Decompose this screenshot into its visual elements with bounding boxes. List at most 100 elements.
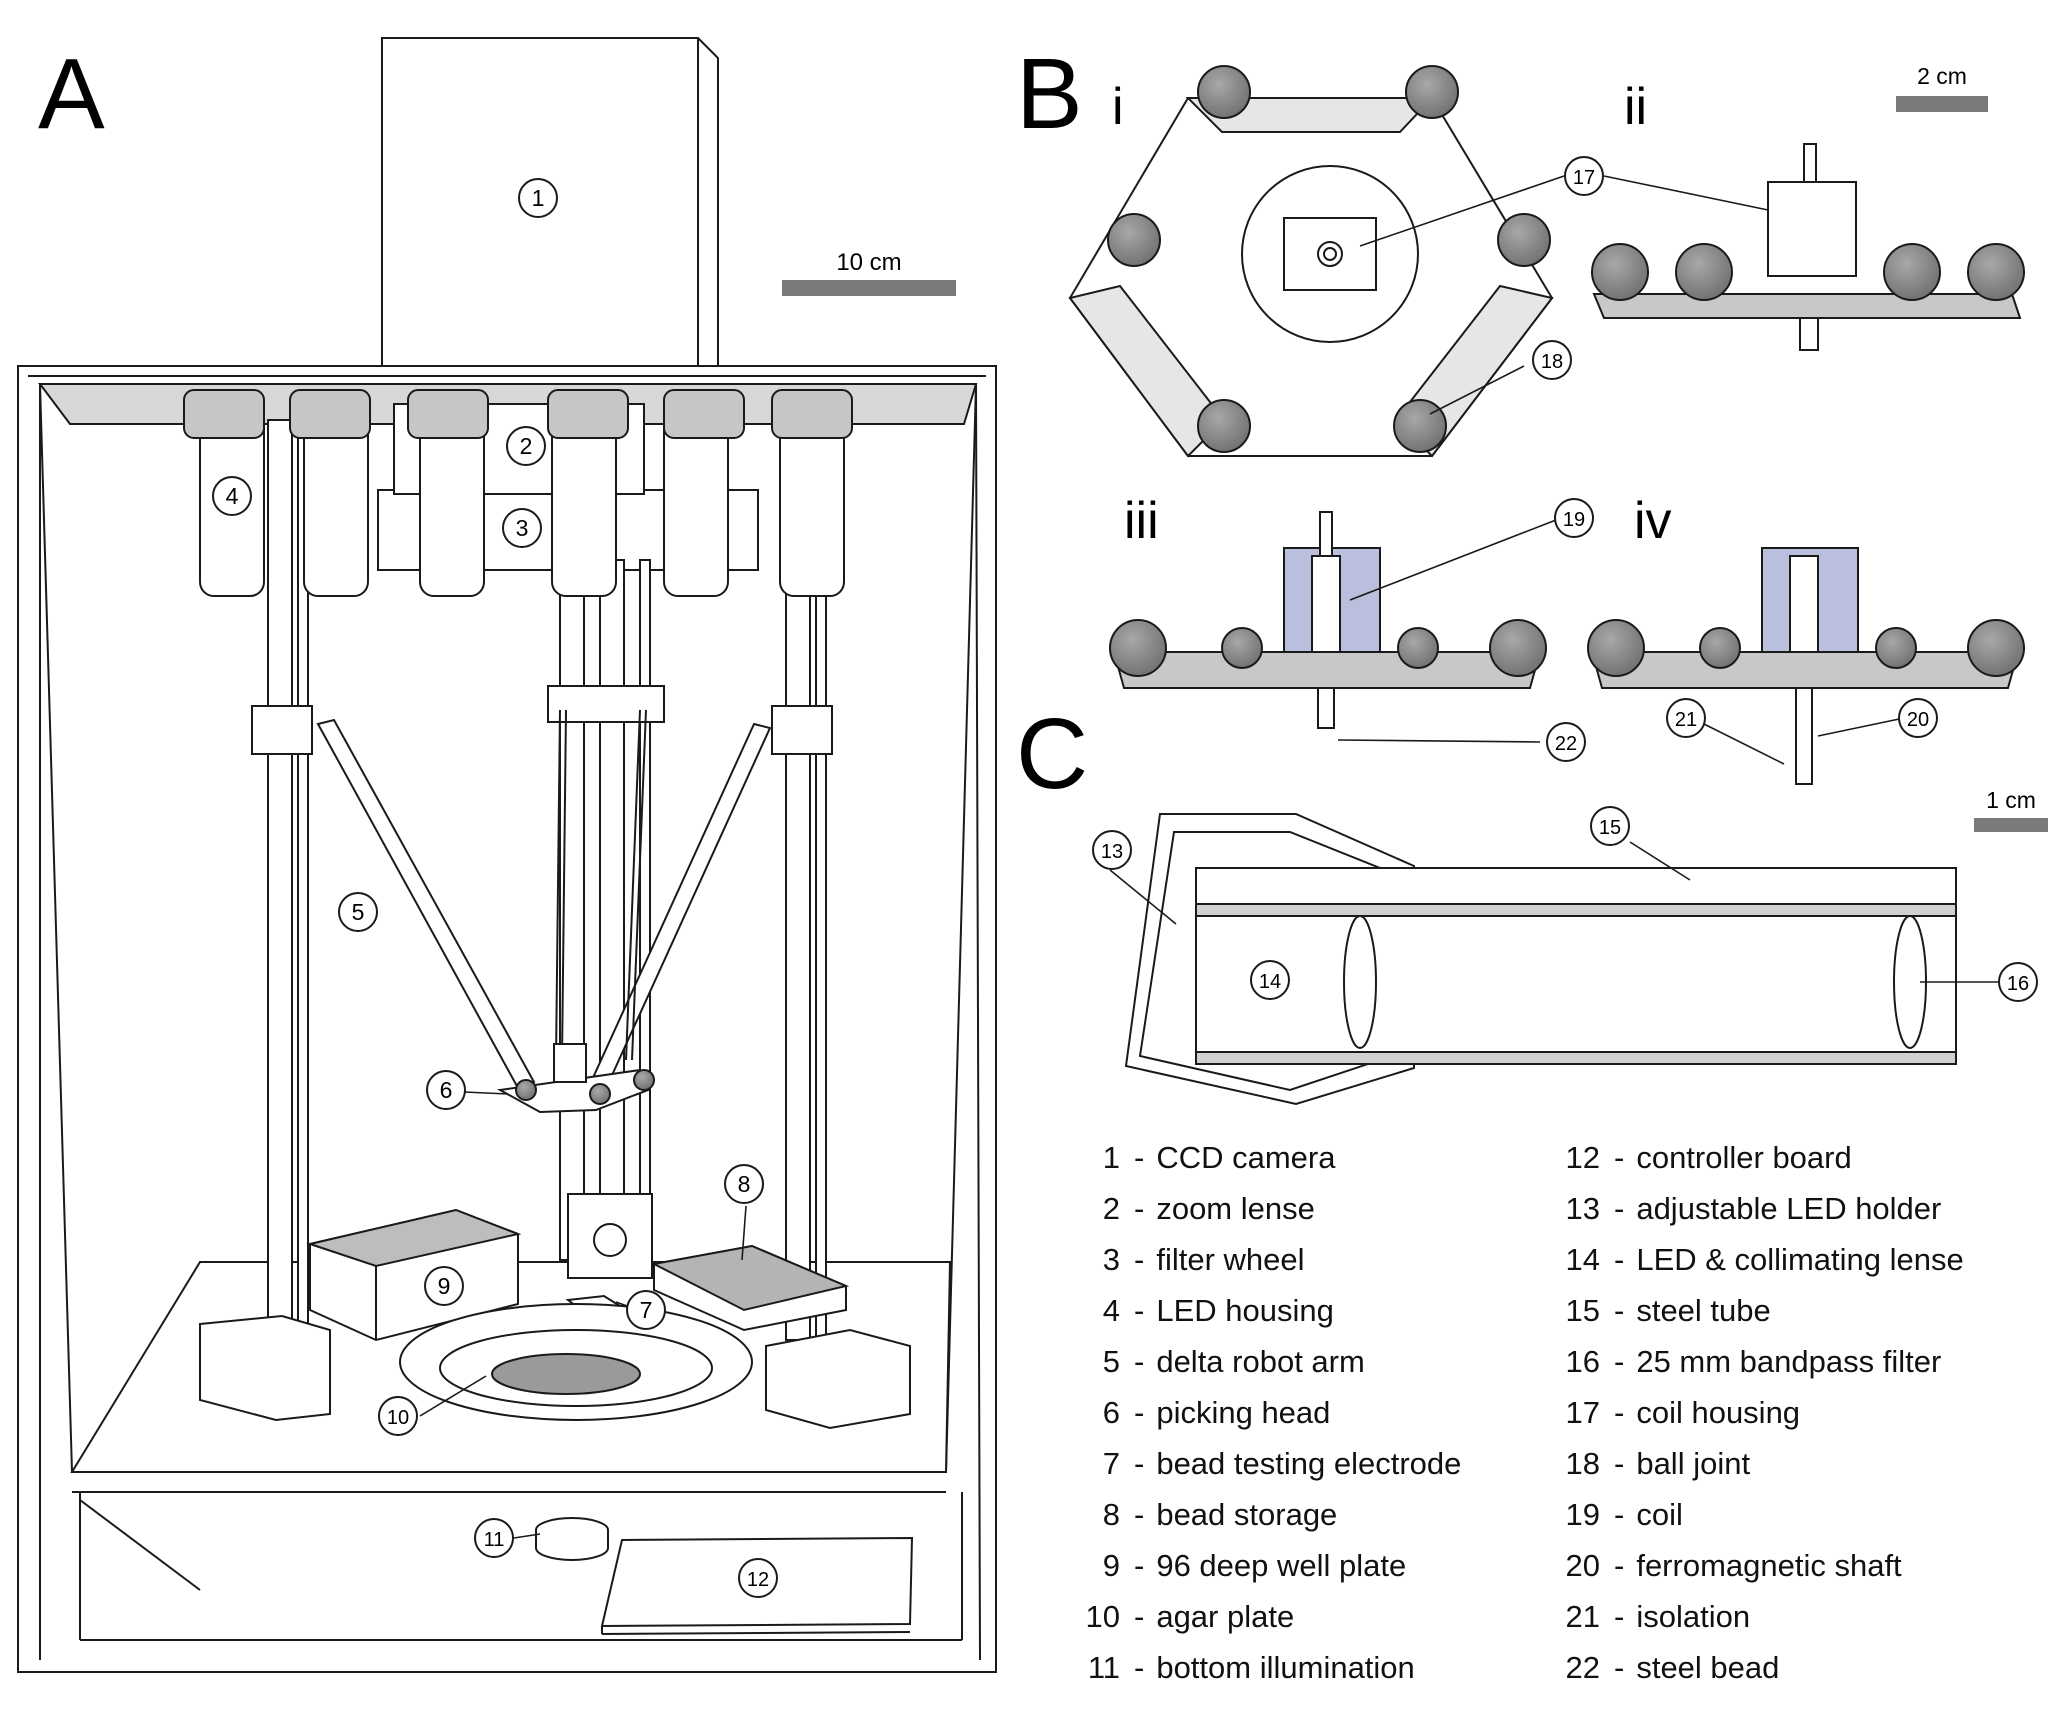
legend-number: 1	[1102, 1140, 1120, 1175]
callout-17: 17	[1564, 156, 1604, 196]
callout-5: 5	[338, 892, 378, 932]
legend-text: bottom illumination	[1156, 1650, 1415, 1685]
callout-3: 3	[502, 508, 542, 548]
scale-bar-a-label: 10 cm	[836, 249, 901, 276]
legend-item: 13- adjustable LED holder	[1540, 1191, 2020, 1242]
callout-circle	[738, 1558, 778, 1598]
picking-head-shape	[496, 1043, 655, 1114]
callout-number: 22	[1555, 733, 1577, 755]
callout-circle	[212, 476, 252, 516]
callout-14: 14	[1250, 960, 1290, 1000]
legend-separator: -	[1614, 1599, 1625, 1634]
legend-item: 2- zoom lense	[1060, 1191, 1540, 1242]
callout-number: 6	[440, 1077, 453, 1103]
callout-circle	[1554, 498, 1594, 538]
callout-15: 15	[1590, 806, 1630, 846]
panel-b-drawing	[1068, 65, 2025, 785]
callout-circle	[724, 1164, 764, 1204]
legend-separator: -	[1614, 1344, 1625, 1379]
legend-text: picking head	[1156, 1395, 1331, 1430]
callout-number: 19	[1563, 509, 1585, 531]
b-iv-cross-section	[1587, 547, 2025, 785]
callout-circle	[1546, 722, 1586, 762]
callout-circle	[1998, 962, 2038, 1002]
panel-letter-a: A	[38, 38, 105, 150]
legend-number: 2	[1102, 1191, 1120, 1226]
callout-11: 11	[474, 1518, 514, 1558]
callout-2: 2	[506, 426, 546, 466]
callout-circle	[474, 1518, 514, 1558]
callout-number: 21	[1675, 709, 1697, 731]
legend-item: 19- coil	[1540, 1497, 2020, 1548]
scale-bar-a	[782, 280, 956, 296]
legend-separator: -	[1614, 1548, 1625, 1583]
leader-lines	[419, 175, 1998, 1539]
legend-item: 7- bead testing electrode	[1060, 1446, 1540, 1497]
callout-circle	[426, 1070, 466, 1110]
callout-number: 11	[484, 1529, 505, 1551]
scale-bar-b	[1896, 96, 1988, 112]
callout-20: 20	[1898, 698, 1938, 738]
callout-circle	[1666, 698, 1706, 738]
bead-storage-shape	[650, 1244, 850, 1332]
legend-item: 22- steel bead	[1540, 1650, 2020, 1701]
legend-item: 17- coil housing	[1540, 1395, 2020, 1446]
callout-13: 13	[1092, 830, 1132, 870]
callout-circle	[1590, 806, 1630, 846]
scale-bar-c	[1974, 818, 2048, 832]
legend-text: coil housing	[1636, 1395, 1801, 1430]
legend-separator: -	[1134, 1650, 1145, 1685]
callout-circle	[506, 426, 546, 466]
callout-16: 16	[1998, 962, 2038, 1002]
legend-item: 5- delta robot arm	[1060, 1344, 1540, 1395]
callout-number: 1	[532, 185, 545, 211]
legend-text: controller board	[1636, 1140, 1852, 1175]
legend-number: 15	[1565, 1293, 1600, 1328]
callout-circle	[424, 1266, 464, 1306]
panel-letter-b: B	[1016, 38, 1083, 150]
legend-text: bead storage	[1156, 1497, 1338, 1532]
delta-robot-arms	[316, 709, 772, 1090]
legend-item: 10- agar plate	[1060, 1599, 1540, 1650]
legend-number: 21	[1565, 1599, 1600, 1634]
callout-6: 6	[426, 1070, 466, 1110]
callout-number: 10	[387, 1407, 409, 1429]
callout-number: 5	[352, 899, 365, 925]
legend-separator: -	[1134, 1191, 1145, 1226]
callout-circle	[338, 892, 378, 932]
sub-panel-ii: ii	[1624, 78, 1647, 136]
callout-number: 15	[1599, 817, 1621, 839]
sub-panel-iv: iv	[1634, 492, 1672, 550]
legend-item: 20- ferromagnetic shaft	[1540, 1548, 2020, 1599]
callout-number: 7	[640, 1297, 653, 1323]
callout-10: 10	[378, 1396, 418, 1436]
sub-panel-iii: iii	[1124, 492, 1159, 550]
legend-item: 18- ball joint	[1540, 1446, 2020, 1497]
legend-item: 14- LED & collimating lense	[1540, 1242, 2020, 1293]
legend-number: 19	[1565, 1497, 1600, 1532]
component-legend: 1- CCD camera 12- controller board 2- zoom le…	[1060, 1140, 2040, 1700]
callout-22: 22	[1546, 722, 1586, 762]
sub-panel-i: i	[1112, 78, 1124, 136]
legend-item: 15- steel tube	[1540, 1293, 2020, 1344]
legend-separator: -	[1614, 1191, 1625, 1226]
legend-text: CCD camera	[1156, 1140, 1336, 1175]
callout-8: 8	[724, 1164, 764, 1204]
carriages	[251, 685, 833, 755]
b-i-top-view	[1068, 65, 1554, 458]
legend-separator: -	[1134, 1293, 1145, 1328]
legend-text: adjustable LED holder	[1636, 1191, 1942, 1226]
callout-number: 16	[2007, 973, 2029, 995]
legend-number: 13	[1565, 1191, 1600, 1226]
legend-item: 8- bead storage	[1060, 1497, 1540, 1548]
legend-text: steel tube	[1636, 1293, 1771, 1328]
legend-number: 22	[1565, 1650, 1600, 1685]
agar-plate-shape	[399, 1303, 753, 1421]
callout-circle	[1898, 698, 1938, 738]
callout-9: 9	[424, 1266, 464, 1306]
led-housings	[183, 389, 853, 597]
callout-circle	[502, 508, 542, 548]
callout-number: 2	[520, 433, 533, 459]
legend-number: 7	[1102, 1446, 1120, 1481]
